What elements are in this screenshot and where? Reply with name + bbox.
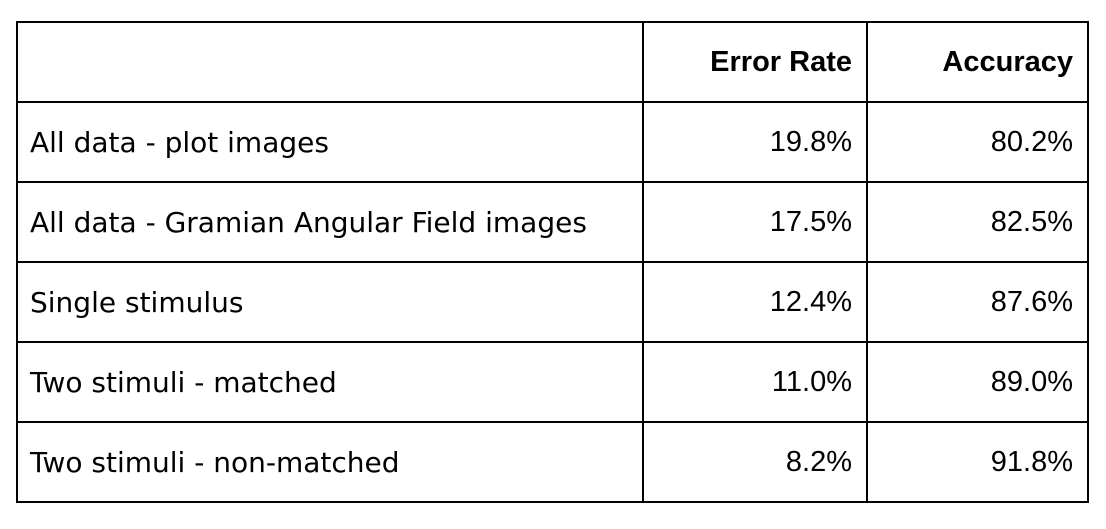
error-rate-cell: 11.0% xyxy=(642,341,868,423)
accuracy-cell: 87.6% xyxy=(866,261,1089,343)
row-label: Two stimuli - non-matched xyxy=(16,421,644,503)
row-label: Two stimuli - matched xyxy=(16,341,644,423)
results-table: Error Rate Accuracy All data - plot imag… xyxy=(16,21,1089,503)
header-error-rate: Error Rate xyxy=(642,21,868,103)
row-label: All data - Gramian Angular Field images xyxy=(16,181,644,263)
accuracy-cell: 82.5% xyxy=(866,181,1089,263)
header-accuracy: Accuracy xyxy=(866,21,1089,103)
table-row: Two stimuli - non-matched 8.2% 91.8% xyxy=(16,421,1089,503)
row-label: Single stimulus xyxy=(16,261,644,343)
table-row: All data - Gramian Angular Field images … xyxy=(16,181,1089,263)
accuracy-cell: 80.2% xyxy=(866,101,1089,183)
row-label: All data - plot images xyxy=(16,101,644,183)
error-rate-cell: 19.8% xyxy=(642,101,868,183)
error-rate-cell: 8.2% xyxy=(642,421,868,503)
accuracy-cell: 89.0% xyxy=(866,341,1089,423)
table-row: Two stimuli - matched 11.0% 89.0% xyxy=(16,341,1089,423)
header-empty-cell xyxy=(16,21,644,103)
error-rate-cell: 12.4% xyxy=(642,261,868,343)
table-row: All data - plot images 19.8% 80.2% xyxy=(16,101,1089,183)
table-row: Single stimulus 12.4% 87.6% xyxy=(16,261,1089,343)
error-rate-cell: 17.5% xyxy=(642,181,868,263)
header-row: Error Rate Accuracy xyxy=(16,21,1089,103)
accuracy-cell: 91.8% xyxy=(866,421,1089,503)
